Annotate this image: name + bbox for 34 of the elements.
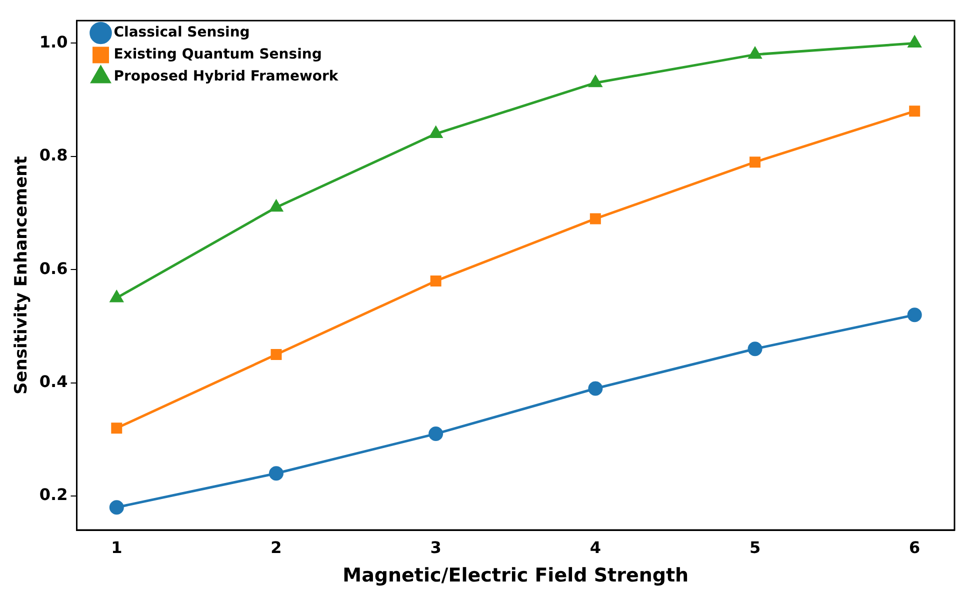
point [907, 308, 922, 322]
point [750, 156, 761, 168]
y-tick-label: 0.2 [39, 485, 68, 504]
point [748, 342, 762, 356]
x-tick-label: 4 [590, 538, 601, 557]
point [110, 290, 124, 302]
x-tick-label: 2 [270, 538, 282, 557]
point [748, 47, 762, 59]
x-tick-label: 5 [749, 538, 761, 557]
point [268, 466, 284, 481]
legend-label: Existing Quantum Sensing [114, 46, 322, 63]
x-tick-label: 1 [111, 538, 122, 557]
point [270, 349, 282, 360]
legend-label: Proposed Hybrid Framework [114, 68, 339, 85]
point [430, 275, 442, 286]
y-tick-label: 0.4 [39, 372, 68, 391]
point [270, 200, 283, 212]
point [111, 422, 122, 434]
point [109, 500, 124, 515]
point [909, 106, 920, 117]
point [588, 381, 603, 396]
x-tick-label: 6 [909, 538, 920, 557]
point [590, 213, 601, 224]
point [588, 76, 602, 88]
y-axis-title: Sensitivity Enhancement [12, 156, 32, 394]
point [908, 36, 922, 48]
point [429, 126, 442, 138]
x-axis-title: Magnetic/Electric Field Strength [342, 564, 689, 587]
point [428, 426, 444, 442]
y-tick-label: 0.6 [39, 258, 68, 278]
legend-label: Classical Sensing [114, 24, 250, 41]
y-tick-label: 0.8 [39, 146, 68, 165]
x-tick-label: 3 [430, 538, 442, 557]
y-tick-label: 1.0 [39, 32, 68, 52]
